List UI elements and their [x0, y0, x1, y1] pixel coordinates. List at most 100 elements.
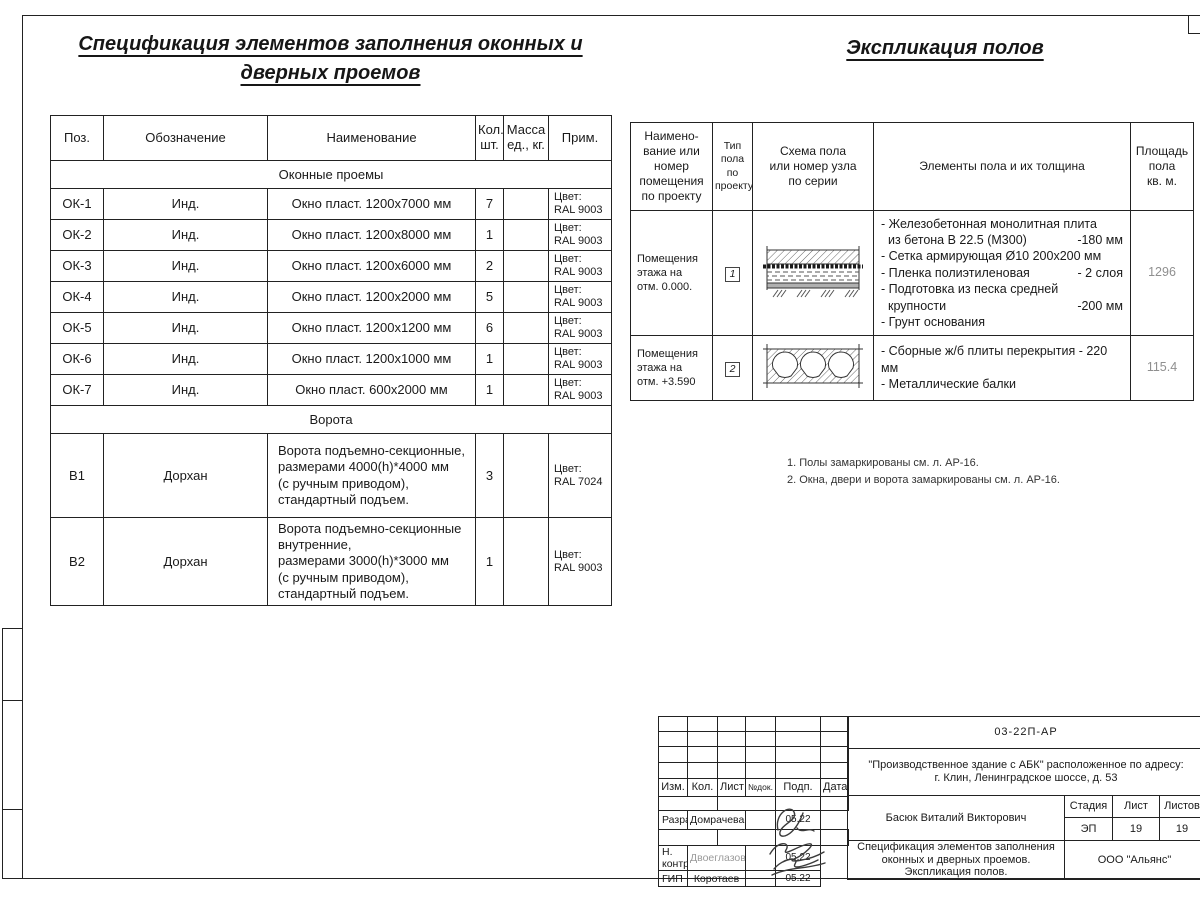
sheets-label: Листов — [1158, 795, 1200, 818]
designation-cell: Инд. — [103, 188, 268, 220]
name-cell: Ворота подъемно-секционные, размерами 40… — [267, 433, 476, 518]
margin-box-2 — [2, 700, 23, 811]
element-line: - Металлические балки — [881, 377, 1016, 392]
note-cell: Цвет: RAL 9003 — [548, 219, 612, 251]
pos-cell: ОК-2 — [50, 219, 104, 251]
element-line: - Сетка армирующая Ø10 200х200 мм — [881, 249, 1102, 264]
col-header-podp: Подп. — [775, 778, 821, 797]
note-cell: Цвет: RAL 9003 — [548, 250, 612, 282]
section-row-gates: Ворота — [50, 405, 612, 434]
note-cell: Цвет: RAL 9003 — [548, 374, 612, 406]
spec-header-row: Поз. Обозначение Наименование Кол. шт. М… — [50, 115, 612, 161]
table-row: В1 Дорхан Ворота подъемно-секционные, ра… — [50, 433, 612, 518]
note-cell: Цвет: RAL 7024 — [548, 433, 612, 518]
revision-header-row: Изм. Кол. Лист №док. Подп. Дата — [658, 778, 849, 797]
pos-cell: В1 — [50, 433, 104, 518]
pos-cell: ОК-5 — [50, 312, 104, 344]
signature-cell — [745, 844, 776, 872]
table-row: Помещения этажа на отм. 0.000. 1 — [630, 210, 1194, 336]
qty-cell: 1 — [475, 343, 504, 375]
table-row: ОК-1 Инд. Окно пласт. 1200х7000 мм 7 Цве… — [50, 188, 612, 220]
designation-cell: Инд. — [103, 250, 268, 282]
designation-cell: Инд. — [103, 219, 268, 251]
section-row-windows: Оконные проемы — [50, 160, 612, 189]
designation-cell: Дорхан — [103, 433, 268, 518]
col-header-ndok: №док. — [745, 778, 776, 797]
note-cell: Цвет: RAL 9003 — [548, 312, 612, 344]
table-row: ОК-7 Инд. Окно пласт. 600х2000 мм 1 Цвет… — [50, 374, 612, 406]
sheet-value: 19 — [1112, 817, 1160, 841]
sheet-label: Лист — [1112, 795, 1160, 818]
title-block: Изм. Кол. Лист №док. Подп. Дата Разработ… — [658, 716, 1200, 888]
schema-cell — [752, 210, 874, 336]
project-description: "Производственное здание с АБК" располож… — [846, 748, 1200, 796]
pos-cell: ОК-3 — [50, 250, 104, 282]
role-label: Разработал — [658, 810, 688, 830]
col-header-list: Лист — [717, 778, 746, 797]
col-header-floor-type: Тип пола по проекту — [712, 122, 753, 211]
section-label-gates: Ворота — [50, 405, 612, 434]
qty-cell: 5 — [475, 281, 504, 313]
section-label-windows: Оконные проемы — [50, 160, 612, 189]
table-row: ОК-3 Инд. Окно пласт. 1200х6000 мм 2 Цве… — [50, 250, 612, 282]
qty-cell: 3 — [475, 433, 504, 518]
col-header-data: Дата — [820, 778, 849, 797]
col-header-mass: Масса ед., кг. — [503, 115, 549, 161]
table-row: В2 Дорхан Ворота подъемно-секционные вну… — [50, 517, 612, 606]
title-block-left-grid: Изм. Кол. Лист №док. Подп. Дата Разработ… — [658, 716, 849, 888]
title-block-right: 03-22П-АР "Производственное здание с АБК… — [846, 716, 1200, 880]
frame-corner-box — [1188, 15, 1200, 34]
mass-cell — [503, 433, 549, 518]
qty-cell: 7 — [475, 188, 504, 220]
element-line: - Пленка полиэтиленовая - 2 слоя — [881, 265, 1123, 280]
element-line: крупности -200 мм — [888, 298, 1123, 313]
company-name: ООО "Альянс" — [1063, 840, 1200, 880]
pos-cell: ОК-6 — [50, 343, 104, 375]
signature-cell — [745, 810, 776, 830]
col-header-note: Прим. — [548, 115, 612, 161]
name-cell: Окно пласт. 1200х2000 мм — [267, 281, 476, 313]
role-label: ГИП — [658, 870, 688, 888]
pos-cell: ОК-7 — [50, 374, 104, 406]
mass-cell — [503, 281, 549, 313]
name-cell: Окно пласт. 1200х1000 мм — [267, 343, 476, 375]
designation-cell: Дорхан — [103, 517, 268, 606]
col-header-name: Наименование — [267, 115, 476, 161]
element-line: из бетона В 22.5 (М300) -180 мм — [888, 233, 1123, 248]
floor-schema-2-drawing — [763, 343, 863, 388]
name-cell: Окно пласт. 600х2000 мм — [267, 374, 476, 406]
signature-cell — [745, 870, 776, 888]
area-cell: 115.4 — [1130, 335, 1194, 401]
designation-cell: Инд. — [103, 343, 268, 375]
room-cell: Помещения этажа на отм. +3.590 — [630, 335, 713, 401]
qty-cell: 1 — [475, 374, 504, 406]
floor-type-badge: 1 — [724, 266, 741, 282]
name-cell: Окно пласт. 1200х8000 мм — [267, 219, 476, 251]
note-cell: Цвет: RAL 9003 — [548, 517, 612, 606]
name-cell: Окно пласт. 1200х6000 мм — [267, 250, 476, 282]
stage-label: Стадия — [1064, 795, 1113, 818]
mass-cell — [503, 374, 549, 406]
name-cell: Ворота подъемно-секционные внутренние, р… — [267, 517, 476, 606]
person-name: Двоеглазов — [687, 844, 746, 872]
designation-cell: Инд. — [103, 312, 268, 344]
sheets-value: 19 — [1158, 817, 1200, 841]
col-header-room: Наимено- вание или номер помещения по пр… — [630, 122, 713, 211]
name-cell: Окно пласт. 1200х7000 мм — [267, 188, 476, 220]
qty-cell: 1 — [475, 219, 504, 251]
floor-type-badge: 2 — [724, 361, 741, 377]
pos-cell: ОК-4 — [50, 281, 104, 313]
signature-row: Разработал Домрачева 05.22 — [658, 810, 849, 830]
mass-cell — [503, 517, 549, 606]
approver-name: Басюк Виталий Викторович — [847, 795, 1065, 841]
mass-cell — [503, 343, 549, 375]
date-cell: 05.22 — [775, 870, 821, 888]
qty-cell: 6 — [475, 312, 504, 344]
margin-box-3 — [2, 809, 23, 879]
note-cell: Цвет: RAL 9003 — [548, 188, 612, 220]
mass-cell — [503, 219, 549, 251]
floor-schema-1-drawing — [763, 245, 863, 298]
col-header-kol: Кол. — [687, 778, 718, 797]
note-cell: Цвет: RAL 9003 — [548, 281, 612, 313]
table-row: ОК-4 Инд. Окно пласт. 1200х2000 мм 5 Цве… — [50, 281, 612, 313]
